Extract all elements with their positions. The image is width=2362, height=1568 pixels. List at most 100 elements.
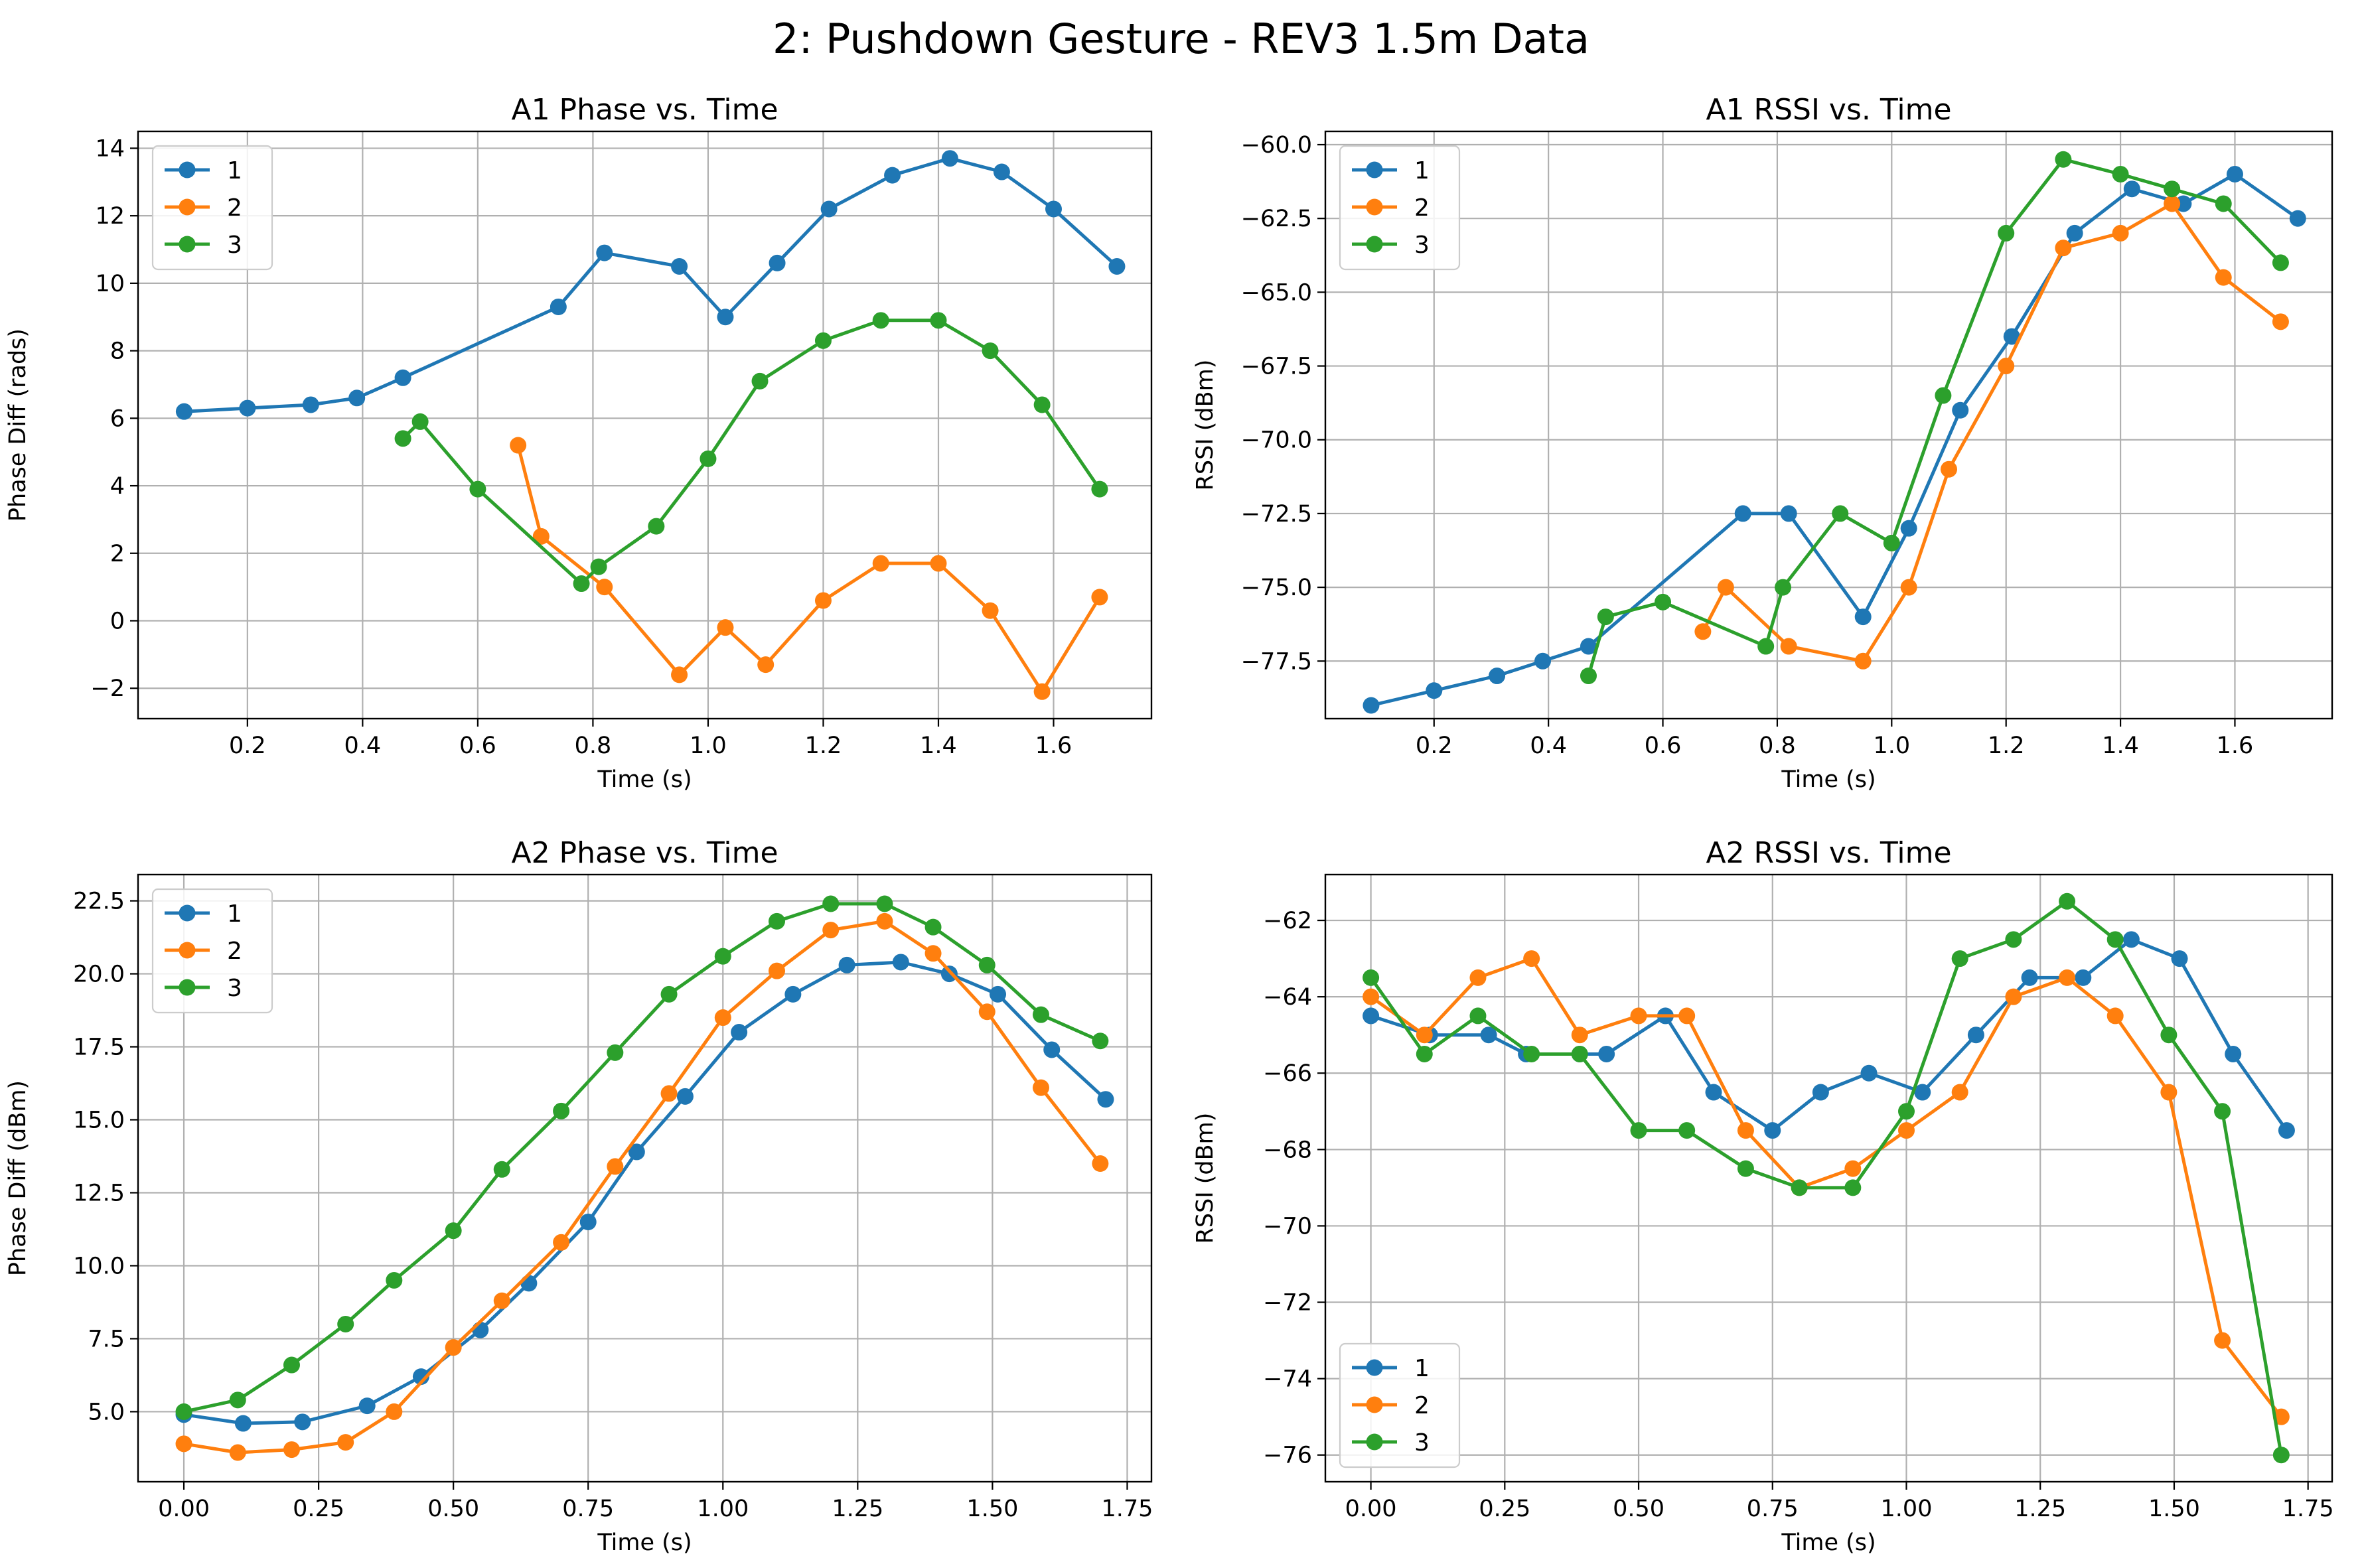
a1-phase-series-2-point bbox=[872, 555, 889, 572]
a1-rssi-series-3-point bbox=[2164, 180, 2181, 198]
a2-rssi-series-2-point bbox=[2272, 1408, 2290, 1425]
a1-phase-series-2-point bbox=[1091, 589, 1108, 606]
a2-rssi-series-3-point bbox=[1523, 1045, 1540, 1062]
chart-a2-rssi: A2 RSSI vs. Time 0.00 0.25 0.50 0.75 1.00 1.25… bbox=[1192, 836, 2334, 1556]
a2-phase-series-1-point bbox=[472, 1321, 489, 1338]
a2-phase-x-tick-label: 1.50 bbox=[966, 1496, 1018, 1522]
a1-rssi-series-2-line bbox=[1701, 202, 2282, 663]
a2-rssi-y-tick-label: −70 bbox=[1263, 1213, 1312, 1240]
a2-phase-series-3-point bbox=[1092, 1033, 1109, 1050]
a2-phase-series-1-point bbox=[520, 1275, 538, 1292]
a2-rssi-series-2-point bbox=[1416, 1027, 1433, 1044]
a2-phase-y-tick-label: 17.5 bbox=[73, 1034, 125, 1061]
a1-phase-series-1-point bbox=[820, 200, 838, 218]
a1-phase-legend-marker-3 bbox=[179, 236, 196, 253]
a2-phase-series-1-point bbox=[1097, 1091, 1114, 1108]
a1-rssi-series-1-point bbox=[1534, 652, 1552, 670]
a2-phase-x-tick-label: 0.50 bbox=[427, 1496, 479, 1522]
a2-phase-y-tick-label: 7.5 bbox=[88, 1326, 125, 1352]
a1-rssi-x-tick-label: 0.2 bbox=[1416, 733, 1453, 759]
a1-rssi-series-3-point bbox=[2215, 195, 2232, 212]
a1-phase-series-1-point bbox=[717, 309, 734, 326]
a1-phase-y-tick-label: 12 bbox=[95, 203, 125, 230]
a1-phase-series-2-point bbox=[982, 602, 999, 619]
a2-rssi-y-tick-label: −68 bbox=[1263, 1137, 1312, 1163]
a1-phase-series-2-line bbox=[516, 445, 1102, 693]
a2-rssi-series-1-point bbox=[1598, 1045, 1615, 1062]
a1-phase-y-axis-label: Phase Diff (rads) bbox=[5, 328, 31, 522]
a1-phase-x-axis-label: Time (s) bbox=[597, 766, 692, 793]
a1-phase-x-tick-label: 0.2 bbox=[229, 733, 266, 759]
a2-phase-series-2-line bbox=[183, 919, 1102, 1455]
a2-phase-legend-marker-1 bbox=[179, 904, 196, 922]
a1-phase-series-2-point bbox=[930, 555, 947, 572]
a2-rssi-series-3-point bbox=[1844, 1179, 1862, 1196]
a2-rssi-y-tick-label: −74 bbox=[1263, 1366, 1312, 1393]
a1-rssi-y-tick-label: −72.5 bbox=[1241, 501, 1312, 528]
a1-rssi-legend-label-1: 1 bbox=[1414, 157, 1430, 184]
a1-rssi-y-axis-label: RSSI (dBm) bbox=[1192, 360, 1218, 491]
a1-rssi-series-3-point bbox=[2055, 151, 2072, 168]
a2-phase-series-2-point bbox=[283, 1441, 300, 1459]
a2-rssi-series-2-point bbox=[1523, 950, 1540, 967]
a2-rssi-series-1-point bbox=[1812, 1084, 1829, 1101]
a2-phase-legend: 1 2 3 bbox=[151, 888, 273, 1014]
a2-phase-series-3-point bbox=[553, 1102, 570, 1119]
a2-phase-title: A2 Phase vs. Time bbox=[511, 836, 778, 870]
a2-rssi-legend-label-3: 3 bbox=[1414, 1429, 1430, 1457]
a2-rssi-x-tick-label: 0.50 bbox=[1613, 1496, 1664, 1522]
a1-rssi-legend-marker-2 bbox=[1366, 198, 1383, 216]
a2-phase-series-2-point bbox=[607, 1158, 624, 1175]
a1-rssi-series-1 bbox=[1363, 165, 2306, 714]
a2-rssi-series-1-point bbox=[1764, 1122, 1781, 1139]
a1-phase-series-1-point bbox=[348, 390, 366, 407]
a1-rssi-series-1-point bbox=[2123, 180, 2140, 198]
a1-phase-series-1-point bbox=[1045, 200, 1063, 218]
a2-phase-series-1-point bbox=[838, 956, 855, 973]
a1-rssi-series-3-point bbox=[1998, 224, 2015, 242]
a2-rssi-series-1-point bbox=[2122, 931, 2140, 948]
a2-phase-x-tick-label: 0.25 bbox=[293, 1496, 344, 1522]
a1-rssi-series-1-point bbox=[1854, 608, 1872, 626]
a2-rssi-series-2-point bbox=[2106, 1007, 2124, 1025]
a1-rssi-series-1-point bbox=[2066, 224, 2083, 242]
a1-rssi-y-tick-label: −60.0 bbox=[1241, 132, 1312, 159]
a2-phase-series-2 bbox=[175, 912, 1109, 1461]
a1-rssi-series-3-point bbox=[1775, 579, 1792, 596]
a2-rssi-legend-label-2: 2 bbox=[1414, 1392, 1430, 1419]
a2-phase-series-3-point bbox=[768, 912, 785, 930]
a1-phase-series-2-point bbox=[814, 592, 832, 609]
a2-rssi-series-1-point bbox=[1967, 1027, 1984, 1044]
a2-phase-series-1-point bbox=[294, 1413, 311, 1431]
a1-phase-series-3-point bbox=[394, 430, 411, 447]
a2-rssi-legend-marker-3 bbox=[1366, 1433, 1383, 1451]
a1-phase-y-tick-label: 8 bbox=[110, 338, 125, 365]
a2-phase-x-tick-label: 0.00 bbox=[158, 1496, 210, 1522]
a2-phase-series-1-point bbox=[628, 1143, 645, 1161]
a1-phase-y-tick-label: 14 bbox=[95, 135, 125, 162]
a2-phase-x-tick-label: 1.00 bbox=[697, 1496, 749, 1522]
a2-rssi-series-2-point bbox=[1363, 988, 1380, 1005]
a2-rssi-series-3-point bbox=[1791, 1179, 1808, 1196]
a1-phase-series-3-point bbox=[872, 312, 889, 329]
chart-a1-rssi: A1 RSSI vs. Time 0.2 0.4 0.6 0.8 1.0 1.2 1.4 1.6… bbox=[1192, 93, 2333, 793]
a2-phase-series-2-point bbox=[660, 1085, 678, 1102]
a2-rssi-legend: 1 2 3 bbox=[1339, 1342, 1461, 1468]
a2-phase-series-2-point bbox=[768, 962, 785, 979]
a2-rssi-series-2-point bbox=[1737, 1122, 1754, 1139]
a1-rssi-x-tick-label: 1.6 bbox=[2217, 733, 2254, 759]
a1-rssi-series-1-point bbox=[1734, 505, 1751, 522]
a1-phase-series-3-point bbox=[700, 450, 717, 467]
a1-rssi-series-3-point bbox=[1883, 534, 1900, 551]
a2-rssi-series-2-point bbox=[1571, 1027, 1588, 1044]
a2-phase-series-3-point bbox=[978, 956, 996, 973]
a1-phase-series-3 bbox=[394, 312, 1108, 593]
a1-rssi-legend-marker-1 bbox=[1366, 161, 1383, 178]
a2-phase-series-1-point bbox=[358, 1397, 376, 1415]
a1-phase-series-2-point bbox=[596, 579, 613, 596]
a2-rssi-series-3-point bbox=[2106, 931, 2124, 948]
a2-rssi-series-2-point bbox=[1469, 969, 1487, 986]
a2-rssi-series-2-point bbox=[1844, 1160, 1862, 1177]
a2-phase-y-tick-label: 5.0 bbox=[88, 1399, 125, 1425]
a2-phase-series-3-line bbox=[183, 902, 1101, 1413]
